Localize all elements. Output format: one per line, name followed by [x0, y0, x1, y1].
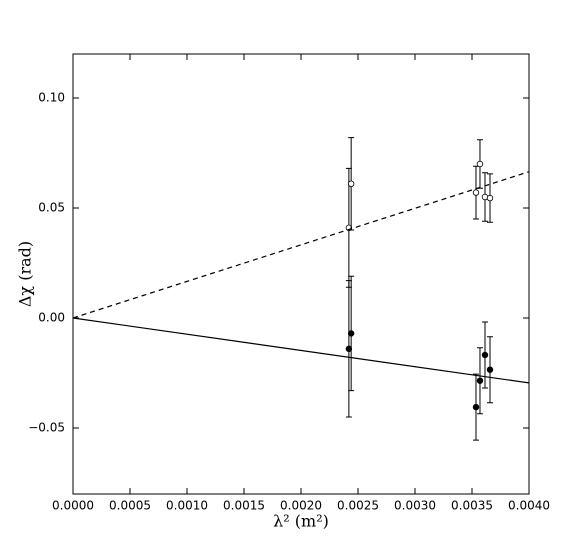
x-tick-label: 0.0000 — [52, 499, 94, 513]
y-tick-label: 0.10 — [38, 91, 65, 105]
data-point — [486, 194, 494, 202]
fit-line — [72, 171, 530, 319]
x-tick-label: 0.0030 — [394, 499, 436, 513]
data-point — [472, 403, 480, 411]
data-point — [486, 366, 494, 373]
x-tick-label: 0.0015 — [223, 499, 265, 513]
fit-line — [72, 317, 530, 384]
data-point — [476, 160, 484, 168]
x-tick-label: 0.0040 — [508, 499, 550, 513]
data-point — [472, 189, 480, 196]
data-point — [476, 377, 484, 384]
x-tick-label: 0.0010 — [166, 499, 208, 513]
y-axis-label: Δχ (rad) — [16, 241, 35, 307]
x-axis-label: λ² (m²) — [273, 512, 329, 531]
y-tick-label: 0.05 — [38, 201, 65, 215]
x-tick-label: 0.0035 — [451, 499, 493, 513]
data-point — [347, 330, 355, 337]
x-tick-label: 0.0020 — [280, 499, 322, 513]
plot-frame — [72, 53, 530, 495]
x-tick-label: 0.0025 — [337, 499, 379, 513]
data-point — [345, 345, 353, 352]
x-tick-label: 0.0005 — [109, 499, 151, 513]
data-point — [347, 180, 355, 187]
data-point — [481, 351, 489, 359]
y-tick-label: 0.00 — [38, 311, 65, 325]
y-tick-label: −0.05 — [28, 421, 65, 435]
